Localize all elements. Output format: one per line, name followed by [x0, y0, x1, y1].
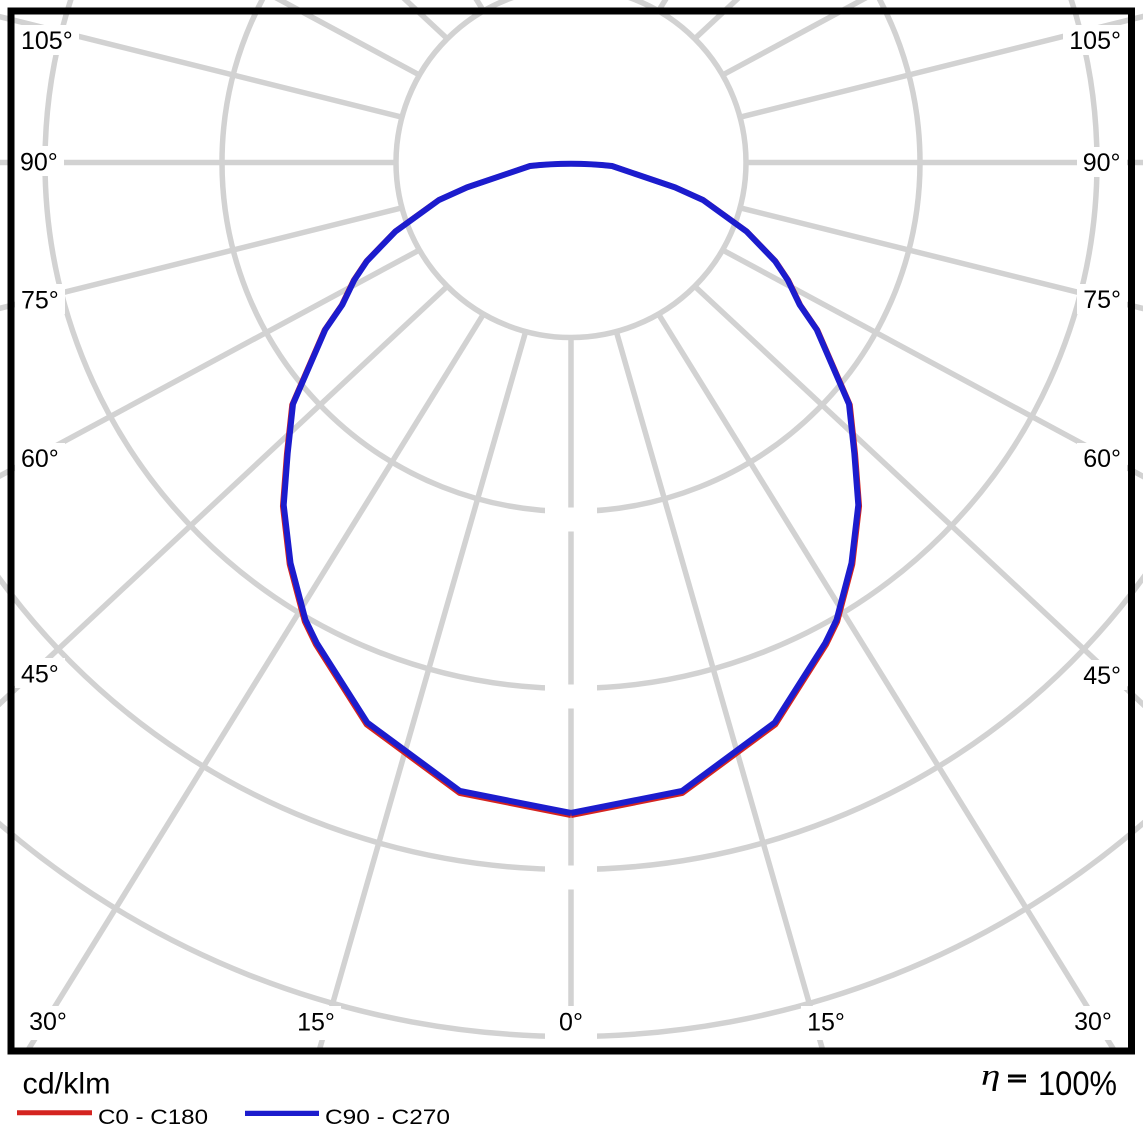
svg-text:45°: 45°	[21, 661, 59, 689]
svg-text:C0 - C180: C0 - C180	[98, 1105, 208, 1129]
svg-text:45°: 45°	[1083, 662, 1121, 690]
svg-text:60°: 60°	[1083, 445, 1121, 473]
svg-text:60°: 60°	[21, 445, 59, 473]
svg-text:90°: 90°	[20, 149, 58, 177]
svg-text:100%: 100%	[1038, 1065, 1117, 1103]
svg-text:105°: 105°	[21, 27, 73, 55]
svg-text:30°: 30°	[1074, 1008, 1112, 1036]
svg-text:105°: 105°	[1069, 27, 1121, 55]
svg-text:30°: 30°	[29, 1008, 67, 1036]
svg-text:cd/klm: cd/klm	[23, 1068, 111, 1101]
svg-text:15°: 15°	[807, 1008, 845, 1036]
svg-text:75°: 75°	[1083, 286, 1121, 314]
svg-text:C90 - C270: C90 - C270	[325, 1105, 450, 1129]
svg-text:0°: 0°	[559, 1008, 583, 1036]
svg-text:75°: 75°	[21, 287, 59, 315]
svg-text:η: η	[981, 1058, 1000, 1092]
svg-text:15°: 15°	[297, 1008, 335, 1036]
svg-text:90°: 90°	[1083, 149, 1121, 177]
